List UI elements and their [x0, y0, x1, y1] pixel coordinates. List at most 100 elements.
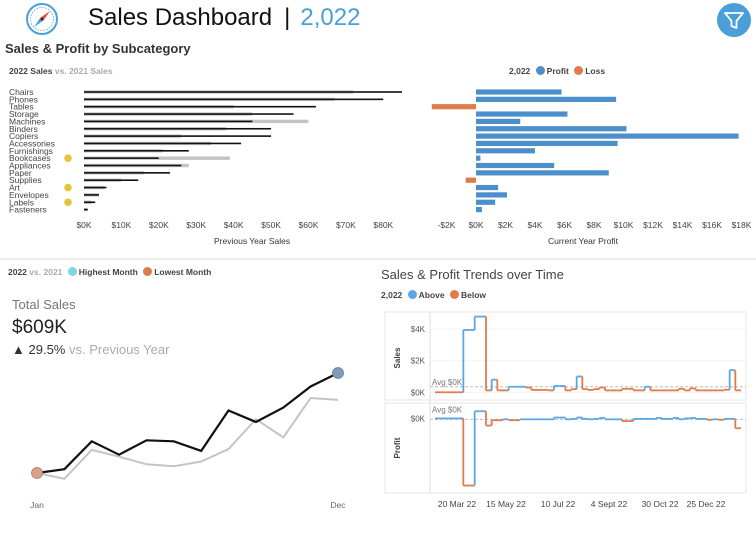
legend-current-sales: 2022 Sales — [9, 66, 53, 76]
kpi-change-text: vs. Previous Year — [69, 342, 170, 357]
category-label: Accessories — [9, 138, 55, 148]
current-sales-bar — [84, 179, 139, 181]
profit-dot — [535, 66, 545, 75]
filter-button[interactable] — [716, 2, 752, 38]
profit-pane-border — [384, 402, 747, 494]
current-year-line — [36, 372, 339, 475]
profit-tick-label: $0K — [411, 414, 426, 423]
sales-legend: 2022 Sales vs. 2021 Sales — [9, 66, 113, 76]
profit-bar — [431, 104, 476, 110]
category-label: Supplies — [9, 175, 42, 185]
sales-tick-label: $2K — [411, 357, 426, 366]
profit-tick-label: $16K — [702, 220, 722, 230]
current-sales-bar — [84, 201, 96, 204]
below-label: Below — [461, 290, 487, 300]
profit-tick-label: $14K — [673, 220, 693, 230]
profit-tick-label: $10K — [614, 220, 634, 230]
monthly-sales-chart: Jan Dec — [30, 367, 346, 510]
warning-dot — [64, 198, 72, 207]
date-tick-label: 4 Sept 22 — [591, 499, 628, 509]
profit-bar — [476, 111, 568, 117]
category-label: Tables — [9, 102, 34, 112]
category-label: Machines — [9, 116, 45, 126]
profit-bar — [476, 140, 618, 147]
current-sales-bar — [84, 157, 159, 159]
current-sales-bar — [84, 142, 242, 145]
sales-tick-label: $70K — [336, 220, 356, 230]
current-sales-bar — [84, 127, 272, 130]
sales-tick-label: $10K — [111, 220, 131, 230]
profit-legend-label: Profit — [546, 66, 569, 76]
profit-tick-label: $6K — [557, 220, 572, 230]
lowest-dot — [143, 267, 153, 276]
sales-tick-label: $50K — [261, 220, 281, 230]
category-label: Fasteners — [9, 205, 47, 215]
up-arrow-icon: ▲ — [12, 342, 25, 357]
profit-tick-label: $18K — [732, 220, 752, 230]
current-sales-bar — [84, 194, 99, 196]
above-dot — [407, 290, 417, 299]
sales-axis-title: Previous Year Sales — [214, 236, 291, 246]
sales-axis-label: Sales — [393, 347, 402, 368]
profit-bar — [476, 89, 562, 95]
profit-bar — [476, 184, 499, 191]
profit-bar — [476, 170, 609, 176]
sales-tick-label: $40K — [224, 220, 244, 230]
loss-dot — [574, 66, 584, 75]
section-divider — [0, 258, 756, 260]
current-sales-bar — [84, 150, 189, 152]
current-sales-bar — [84, 186, 107, 189]
highest-month-marker — [332, 367, 344, 379]
filter-icon — [717, 3, 751, 37]
category-label: Copiers — [9, 131, 38, 141]
kpi-legend-current: 2022 — [8, 267, 27, 277]
current-sales-bar — [84, 98, 384, 101]
profit-legend-year: 2,022 — [509, 66, 531, 76]
kpi-legend-vs: vs. — [29, 267, 42, 277]
trends-legend: 2,022 Above Below — [381, 290, 486, 300]
sales-tick-label: $4K — [411, 325, 426, 334]
category-label: Labels — [9, 197, 34, 207]
header-bar — [0, 0, 756, 42]
current-sales-bar — [84, 172, 171, 174]
sales-tick-label: $0K — [76, 220, 91, 230]
profit-tick-label: $0K — [468, 220, 483, 230]
below-dot — [450, 290, 460, 299]
sales-tick-label: $80K — [373, 220, 393, 230]
current-sales-bar — [84, 113, 294, 115]
lowest-month-label: Lowest Month — [154, 267, 212, 277]
profit-axis-title: Current Year Profit — [548, 236, 618, 246]
sales-average-label: Avg $0K — [432, 378, 463, 387]
current-sales-bar — [84, 164, 182, 167]
legend-vs: vs. — [54, 66, 67, 76]
profit-bar — [476, 207, 482, 213]
sales-pane-border — [384, 311, 747, 401]
profit-average-label: Avg $0K — [432, 405, 463, 414]
date-tick-label: 30 Oct 22 — [642, 499, 679, 509]
category-label: Chairs — [9, 87, 34, 97]
current-sales-bar — [84, 135, 272, 137]
date-tick-label: 25 Dec 22 — [687, 499, 726, 509]
profit-tick-label: $4K — [527, 220, 542, 230]
profit-legend: 2,022 Profit Loss — [509, 66, 605, 76]
category-label: Appliances — [9, 161, 51, 171]
category-label: Envelopes — [9, 190, 49, 200]
date-tick-label: 10 Jul 22 — [541, 499, 576, 509]
sales-tick-label: $30K — [186, 220, 206, 230]
profit-bar — [476, 96, 617, 102]
category-label: Bookcases — [9, 153, 51, 163]
category-label: Binders — [9, 124, 38, 134]
year-selector[interactable]: 2,022 — [300, 4, 361, 31]
above-label: Above — [418, 290, 445, 300]
sales-tick-label: $60K — [299, 220, 319, 230]
highest-month-label: Highest Month — [78, 267, 138, 277]
page-title: Sales Dashboard | 2,022 — [88, 4, 360, 32]
title-separator: | — [284, 4, 291, 31]
profit-bar — [476, 199, 496, 205]
loss-legend-label: Loss — [585, 66, 606, 76]
app-logo — [25, 2, 59, 36]
current-sales-bar — [84, 105, 316, 108]
dashboard-title: Sales Dashboard — [88, 4, 273, 31]
category-label: Paper — [9, 168, 32, 178]
kpi-legend-previous: 2021 — [43, 267, 63, 277]
